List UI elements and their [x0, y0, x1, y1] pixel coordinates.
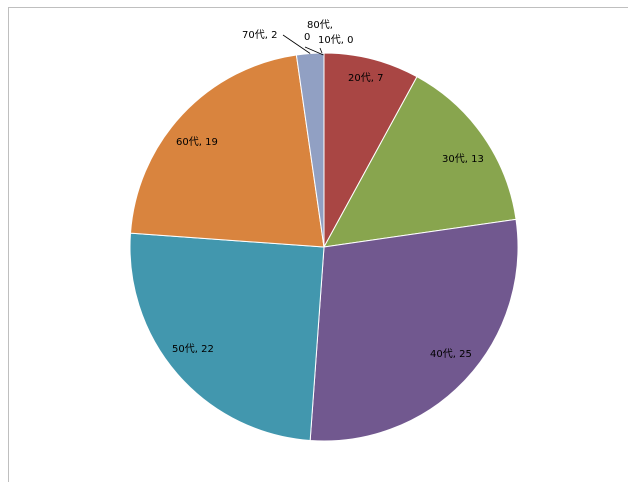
leader-line-80s: [319, 47, 323, 54]
leader-line-10s: [304, 46, 324, 56]
data-label-6: 60代, 19: [176, 136, 218, 148]
chart-area: [8, 7, 628, 482]
pie-slice-7: [295, 52, 325, 248]
data-label-5: 50代, 22: [172, 343, 214, 355]
data-label-2: 20代, 7: [348, 72, 383, 84]
data-label-8: 80代, 0: [304, 19, 333, 43]
pie-slice-5: [129, 232, 325, 442]
leader-line-70s: [282, 34, 311, 54]
data-label-3: 30代, 13: [442, 153, 484, 165]
pie-slice-2: [323, 52, 418, 248]
pie-slice-6: [129, 54, 325, 248]
data-label-4: 40代, 25: [430, 348, 472, 360]
data-label-1: 10代, 0: [318, 34, 353, 46]
pie-slice-3: [323, 76, 517, 248]
pie-slice-4: [309, 218, 519, 442]
data-label-7: 70代, 2: [242, 29, 277, 41]
